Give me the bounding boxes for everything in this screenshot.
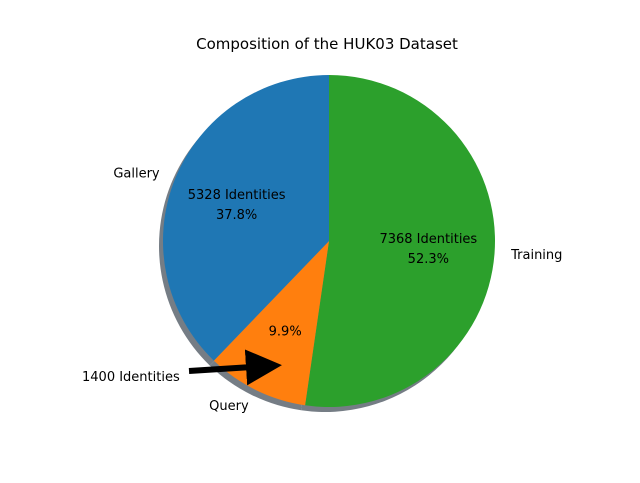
- pie-labels: Training 7368 Identities 52.3% Query 9.9% Gal…: [113, 167, 562, 414]
- chart-title: Composition of the HUK03 Dataset: [196, 35, 458, 53]
- pie-slice-training: [305, 74, 496, 408]
- slice-percent-query: 9.9%: [269, 324, 302, 339]
- annotation-text: 1400 Identities: [82, 370, 180, 385]
- slice-percent-gallery: 37.8%: [216, 208, 257, 223]
- pie-slice-query: [213, 241, 329, 406]
- pie-slices: [163, 74, 496, 408]
- pie-slice-gallery: [163, 75, 329, 361]
- slice-percent-training: 52.3%: [408, 252, 449, 267]
- slice-count-gallery: 5328 Identities: [188, 188, 286, 203]
- slice-label-gallery: Gallery: [113, 167, 160, 182]
- slice-label-query: Query: [209, 399, 249, 414]
- slice-count-training: 7368 Identities: [379, 232, 477, 247]
- annotation: 1400 Identities: [82, 349, 282, 386]
- slice-label-training: Training: [510, 248, 562, 263]
- annotation-arrow: [188, 349, 282, 386]
